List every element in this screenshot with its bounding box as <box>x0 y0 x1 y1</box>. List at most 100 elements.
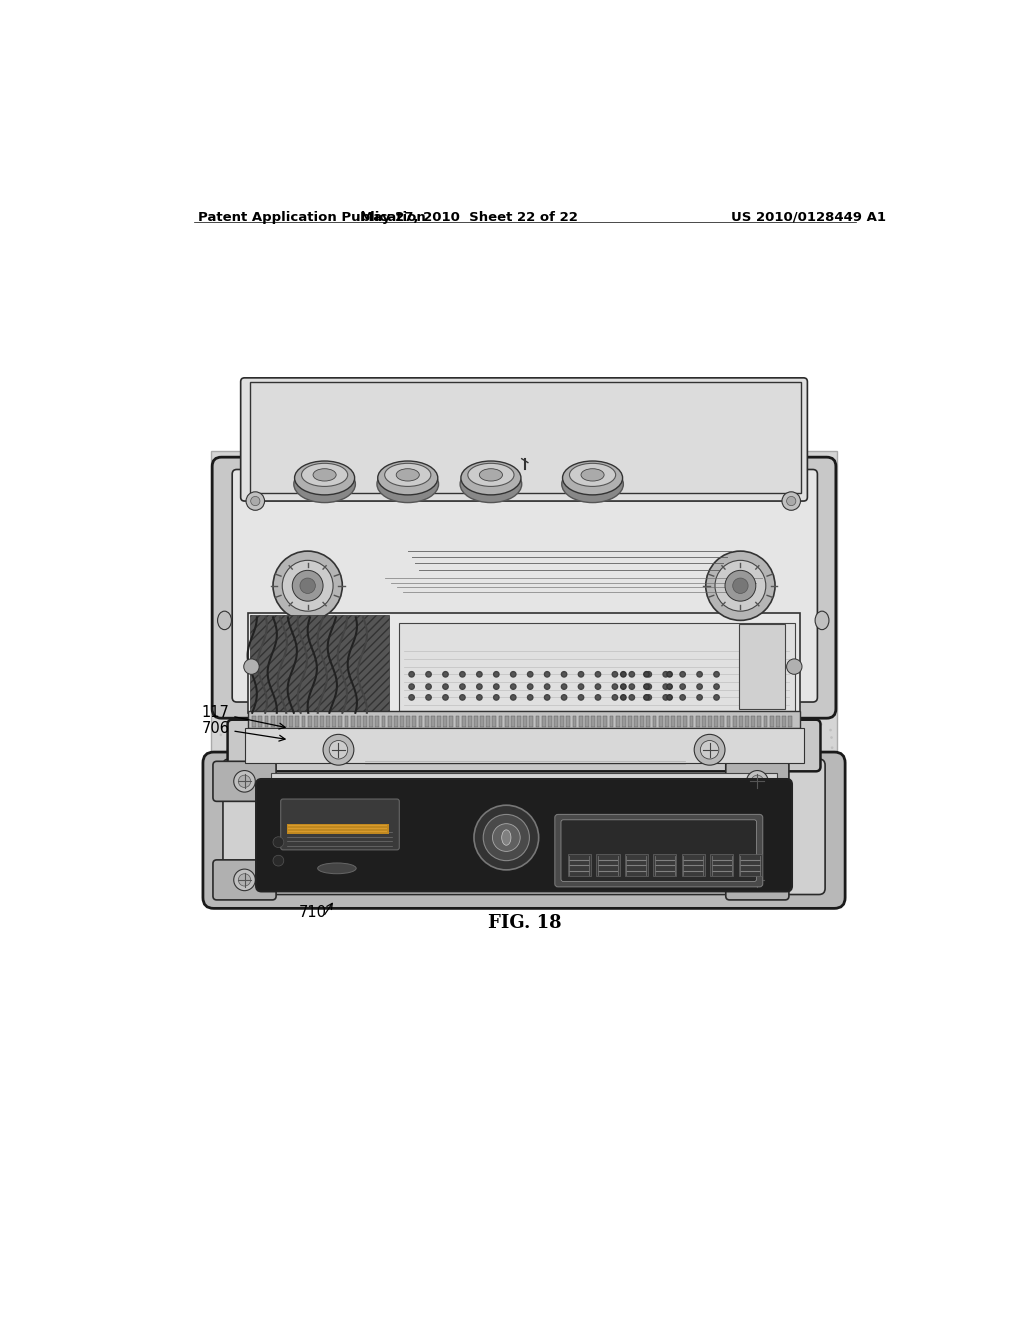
Bar <box>622 715 626 726</box>
Circle shape <box>667 684 672 689</box>
Bar <box>727 715 730 726</box>
Bar <box>462 715 466 726</box>
Bar <box>720 715 724 726</box>
Circle shape <box>697 672 702 677</box>
Circle shape <box>283 560 333 611</box>
Circle shape <box>292 570 323 601</box>
Circle shape <box>714 672 719 677</box>
Circle shape <box>621 694 626 700</box>
Bar <box>652 715 656 726</box>
Circle shape <box>697 694 702 700</box>
Bar <box>270 715 274 726</box>
FancyBboxPatch shape <box>726 762 788 801</box>
Circle shape <box>752 874 764 886</box>
Circle shape <box>644 672 649 677</box>
Circle shape <box>239 874 251 886</box>
Bar <box>443 715 447 726</box>
Circle shape <box>725 570 756 601</box>
Circle shape <box>612 694 617 700</box>
Bar <box>248 612 801 713</box>
Circle shape <box>667 694 672 700</box>
Ellipse shape <box>377 466 438 503</box>
Circle shape <box>527 694 532 700</box>
Circle shape <box>442 694 449 700</box>
Circle shape <box>663 694 669 700</box>
Bar <box>752 715 755 726</box>
Circle shape <box>680 684 685 689</box>
Circle shape <box>680 694 685 700</box>
Bar <box>493 715 497 726</box>
Bar <box>714 715 718 726</box>
Circle shape <box>233 869 255 891</box>
Circle shape <box>460 672 465 677</box>
Bar <box>394 715 397 726</box>
Bar <box>283 715 287 726</box>
Bar <box>376 715 379 726</box>
Bar <box>739 715 742 726</box>
Circle shape <box>629 684 635 689</box>
Text: US 2010/0128449 A1: US 2010/0128449 A1 <box>731 211 886 224</box>
FancyBboxPatch shape <box>232 470 817 702</box>
FancyBboxPatch shape <box>561 820 757 882</box>
Circle shape <box>786 659 802 675</box>
Bar <box>419 715 422 726</box>
Bar <box>788 715 792 726</box>
FancyBboxPatch shape <box>281 799 399 850</box>
Bar <box>276 715 281 726</box>
Bar <box>770 715 773 726</box>
Circle shape <box>595 672 601 677</box>
Circle shape <box>460 684 465 689</box>
Bar <box>568 854 591 876</box>
Circle shape <box>511 694 516 700</box>
Ellipse shape <box>461 461 521 495</box>
FancyBboxPatch shape <box>241 378 807 502</box>
Circle shape <box>244 659 259 675</box>
Circle shape <box>595 684 601 689</box>
Bar <box>211 451 837 890</box>
Circle shape <box>715 560 766 611</box>
Bar <box>609 715 613 726</box>
Circle shape <box>646 684 651 689</box>
FancyBboxPatch shape <box>212 457 836 718</box>
Circle shape <box>426 694 431 700</box>
Bar <box>326 715 330 726</box>
Circle shape <box>426 684 431 689</box>
Circle shape <box>612 672 617 677</box>
Circle shape <box>579 684 584 689</box>
Bar <box>733 715 736 726</box>
Ellipse shape <box>815 611 829 630</box>
Circle shape <box>746 771 768 792</box>
Bar <box>289 715 293 726</box>
Bar <box>764 715 767 726</box>
Circle shape <box>477 694 482 700</box>
Circle shape <box>700 741 719 759</box>
Circle shape <box>527 672 532 677</box>
Bar <box>480 715 484 726</box>
Circle shape <box>300 578 315 594</box>
Bar <box>665 715 669 726</box>
Circle shape <box>409 672 415 677</box>
Circle shape <box>646 672 651 677</box>
Bar <box>517 715 521 726</box>
Circle shape <box>733 578 749 594</box>
Bar <box>370 715 373 726</box>
Ellipse shape <box>217 611 231 630</box>
Bar <box>450 715 454 726</box>
Bar <box>782 715 785 726</box>
Bar <box>653 854 677 876</box>
Bar <box>250 381 801 494</box>
Bar <box>456 715 460 726</box>
Bar <box>603 715 607 726</box>
Circle shape <box>579 672 584 677</box>
Circle shape <box>579 694 584 700</box>
Bar <box>711 854 733 876</box>
Ellipse shape <box>294 466 355 503</box>
Bar <box>566 715 570 726</box>
Circle shape <box>561 684 566 689</box>
Bar <box>523 715 527 726</box>
Circle shape <box>330 741 348 759</box>
Bar <box>585 715 589 726</box>
Bar <box>388 715 391 726</box>
Text: May 27, 2010  Sheet 22 of 22: May 27, 2010 Sheet 22 of 22 <box>360 211 579 224</box>
Circle shape <box>483 814 529 861</box>
